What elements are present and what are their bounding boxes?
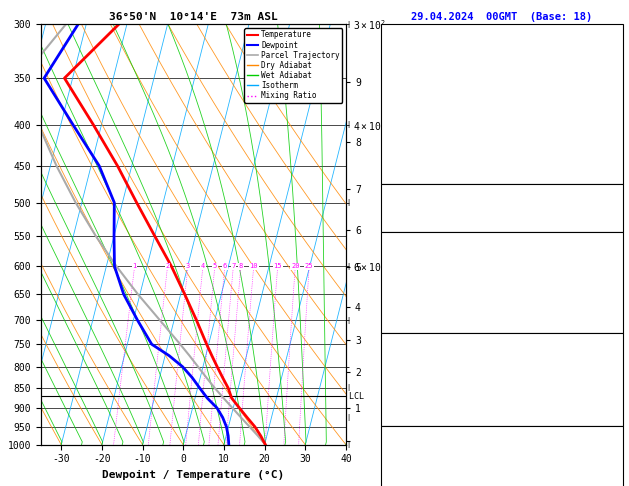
- Text: 3: 3: [186, 263, 190, 269]
- Text: K: K: [386, 191, 391, 202]
- Text: Totals Totals: Totals Totals: [386, 205, 462, 215]
- Text: 8: 8: [239, 263, 243, 269]
- Text: Temp (°C): Temp (°C): [386, 251, 438, 261]
- Text: 5: 5: [213, 263, 217, 269]
- Y-axis label: hPa: hPa: [0, 225, 2, 244]
- Text: 20: 20: [291, 263, 299, 269]
- Text: |: |: [346, 384, 350, 391]
- Text: Lifted Index: Lifted Index: [386, 293, 456, 303]
- Text: Surface: Surface: [481, 237, 522, 247]
- Text: 4: 4: [201, 263, 205, 269]
- Title: 36°50'N  10°14'E  73m ASL: 36°50'N 10°14'E 73m ASL: [109, 12, 278, 22]
- Text: 6: 6: [223, 263, 227, 269]
- Text: 0: 0: [612, 413, 618, 423]
- Text: 0: 0: [612, 307, 618, 317]
- Text: StmDir: StmDir: [386, 473, 421, 483]
- Text: 0: 0: [612, 321, 618, 331]
- Text: Hodograph: Hodograph: [475, 431, 528, 441]
- Text: 20.2: 20.2: [594, 251, 618, 261]
- Text: 25: 25: [305, 263, 313, 269]
- Text: 0: 0: [612, 399, 618, 408]
- Text: |: |: [346, 121, 350, 128]
- Text: |: |: [346, 199, 350, 206]
- Text: 19: 19: [606, 445, 618, 455]
- Text: 29.04.2024  00GMT  (Base: 18): 29.04.2024 00GMT (Base: 18): [411, 12, 593, 22]
- Text: |: |: [346, 441, 350, 448]
- Text: |: |: [346, 414, 350, 421]
- Text: θₑ (K): θₑ (K): [386, 368, 421, 379]
- Text: 15: 15: [274, 263, 282, 269]
- Text: PW (cm): PW (cm): [386, 219, 426, 229]
- Text: 1004: 1004: [594, 354, 618, 364]
- Text: CIN (J): CIN (J): [386, 321, 426, 331]
- Text: CAPE (J): CAPE (J): [386, 399, 433, 408]
- Text: © weatheronline.co.uk: © weatheronline.co.uk: [449, 452, 554, 461]
- Text: 12: 12: [606, 459, 618, 469]
- Text: 3: 3: [612, 293, 618, 303]
- Text: LCL: LCL: [344, 392, 364, 400]
- Text: 1: 1: [133, 263, 136, 269]
- Text: SREH: SREH: [386, 459, 409, 469]
- Text: EH: EH: [386, 445, 398, 455]
- Text: 11.2: 11.2: [594, 265, 618, 275]
- Text: |: |: [346, 263, 350, 270]
- Text: 16: 16: [606, 191, 618, 202]
- Text: |: |: [346, 317, 350, 324]
- Text: 3: 3: [612, 383, 618, 394]
- Text: CAPE (J): CAPE (J): [386, 307, 433, 317]
- Text: 7: 7: [231, 263, 235, 269]
- Text: θₑ(K): θₑ(K): [386, 279, 415, 289]
- Text: |: |: [346, 21, 350, 28]
- Legend: Temperature, Dewpoint, Parcel Trajectory, Dry Adiabat, Wet Adiabat, Isotherm, Mi: Temperature, Dewpoint, Parcel Trajectory…: [245, 28, 342, 103]
- Text: 263°: 263°: [594, 473, 618, 483]
- Text: 1.93: 1.93: [594, 219, 618, 229]
- Text: Lifted Index: Lifted Index: [386, 383, 456, 394]
- Text: Pressure (mb): Pressure (mb): [386, 354, 462, 364]
- Text: 317: 317: [600, 368, 618, 379]
- Text: Dewp (°C): Dewp (°C): [386, 265, 438, 275]
- Text: 41: 41: [606, 205, 618, 215]
- Text: kt: kt: [426, 26, 437, 35]
- Y-axis label: km
ASL: km ASL: [403, 235, 420, 256]
- X-axis label: Dewpoint / Temperature (°C): Dewpoint / Temperature (°C): [103, 470, 284, 480]
- Text: CIN (J): CIN (J): [386, 413, 426, 423]
- Text: Most Unstable: Most Unstable: [464, 339, 540, 349]
- Text: 2: 2: [165, 263, 170, 269]
- Text: 317: 317: [600, 279, 618, 289]
- Text: 10: 10: [250, 263, 258, 269]
